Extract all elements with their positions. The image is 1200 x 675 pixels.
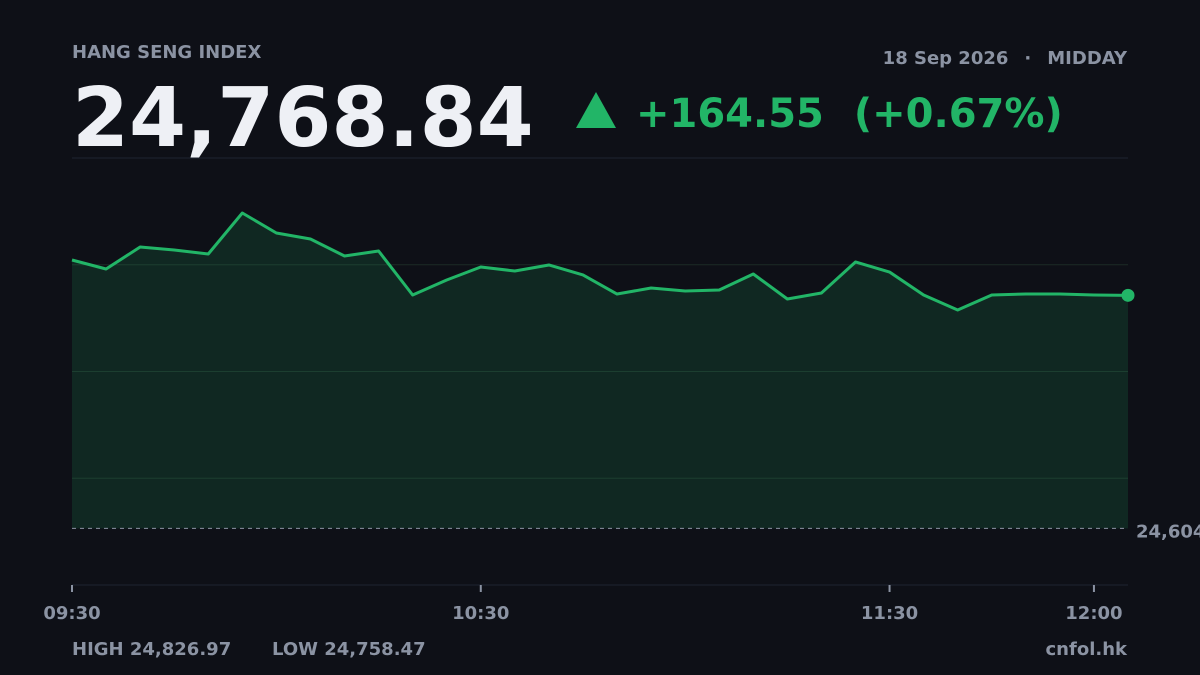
index-title: HANG SENG INDEX bbox=[72, 42, 261, 63]
x-tick-label: 12:00 bbox=[1065, 603, 1122, 624]
up-arrow bbox=[576, 92, 616, 128]
area-fill bbox=[72, 212, 1128, 529]
separator: · bbox=[1024, 48, 1031, 69]
last-point bbox=[1121, 288, 1135, 302]
change-value: +164.55 bbox=[636, 91, 824, 137]
change: +164.55 (+0.67%) bbox=[636, 91, 1063, 137]
date: 18 Sep 2026 bbox=[883, 48, 1009, 69]
session-high: HIGH 24,826.97 bbox=[72, 639, 231, 660]
reference-label: 24,604 bbox=[1136, 521, 1200, 542]
last-price: 24,768.84 bbox=[72, 71, 534, 166]
source: cnfol.hk bbox=[1046, 639, 1129, 660]
x-tick-label: 10:30 bbox=[452, 603, 509, 624]
change-percent: (+0.67%) bbox=[854, 91, 1063, 137]
price-line bbox=[71, 211, 1129, 312]
session-info: 18 Sep 2026 · MIDDAY bbox=[883, 48, 1128, 69]
session-low: LOW 24,758.47 bbox=[272, 639, 426, 660]
x-tick-label: 11:30 bbox=[861, 603, 918, 624]
session: MIDDAY bbox=[1047, 48, 1128, 69]
x-tick-label: 09:30 bbox=[43, 603, 100, 624]
